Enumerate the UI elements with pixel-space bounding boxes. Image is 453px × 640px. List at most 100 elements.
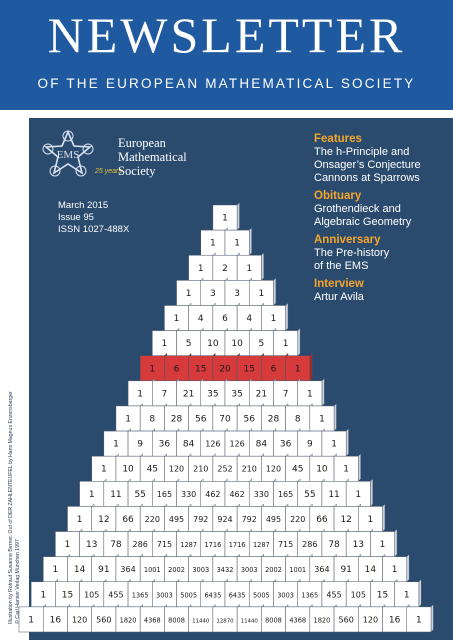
- pyramid-cube: 3003: [188, 553, 216, 583]
- pyramid-number: 66: [122, 515, 134, 525]
- pyramid-number: 792: [242, 515, 257, 524]
- pyramid-cube: 3: [200, 277, 228, 306]
- pyramid-number: 56: [195, 415, 207, 425]
- pyramid-cube: 5005: [248, 578, 277, 608]
- pyramid-cube: 1: [358, 503, 386, 533]
- pyramid-number: 1: [40, 590, 46, 600]
- pyramid-cube: 14: [67, 553, 95, 583]
- pyramid-number: 1820: [120, 616, 137, 624]
- pyramid-number: 1820: [314, 616, 331, 624]
- pyramid-number: 1: [28, 615, 34, 625]
- pyramid-cube: 560: [333, 603, 361, 633]
- pyramid-cube: 462: [200, 478, 228, 507]
- pyramid-cube: 45: [139, 453, 168, 482]
- pyramid-cube: 6435: [200, 578, 228, 608]
- pyramid-cube: 455: [103, 578, 131, 608]
- pyramid-number: 210: [242, 465, 257, 474]
- pyramid-number: 14: [74, 565, 86, 575]
- pyramid-cube: 4368: [139, 603, 168, 633]
- pyramid-number: 462: [229, 490, 244, 499]
- pyramid-number: 8: [295, 415, 301, 425]
- pyramid-cube: 28: [261, 403, 289, 432]
- pyramid-cube: 70: [212, 403, 240, 432]
- pyramid-cube: 6: [212, 302, 240, 332]
- pyramid-cube: 1: [345, 478, 374, 507]
- pyramid-cube: 13: [79, 528, 107, 558]
- pyramid-number: 35: [207, 389, 218, 399]
- pyramid-number: 3003: [192, 566, 209, 574]
- pyramid-number: 1: [295, 364, 301, 374]
- pyramid-number: 91: [98, 565, 109, 575]
- toc-section-interview: Interview Artur Avila: [314, 278, 448, 304]
- pyramid-cube: 165: [273, 478, 301, 507]
- pyramid-number: 15: [62, 590, 73, 600]
- pyramid-number: 1287: [180, 541, 197, 549]
- pyramid-cube: 28: [164, 403, 192, 432]
- pyramid-number: 9: [307, 440, 313, 450]
- pyramid-cube: 6435: [224, 578, 252, 608]
- pyramid-number: 10: [207, 339, 219, 349]
- pyramid-cube: 364: [309, 553, 337, 583]
- pyramid-cube: 3003: [236, 553, 264, 583]
- pyramid-number: 1: [234, 239, 240, 249]
- pyramid-number: 120: [266, 465, 281, 474]
- pyramid-cube: 1: [333, 453, 361, 482]
- pyramid-cube: 1287: [176, 528, 204, 558]
- pyramid-number: 5005: [253, 591, 270, 599]
- pyramid-number: 165: [278, 490, 293, 499]
- newsletter-title: NEWSLETTER: [47, 7, 406, 63]
- issue-number: Issue 95: [58, 212, 94, 223]
- issue-date: March 2015: [58, 200, 109, 211]
- pyramid-number: 10: [122, 465, 134, 475]
- pyramid-number: 15: [377, 590, 388, 600]
- pyramid-cube: 126: [200, 428, 228, 457]
- pyramid-number: 1001: [144, 566, 161, 574]
- pyramid-cube: 1: [370, 528, 398, 558]
- pyramid-cube: 210: [188, 453, 216, 482]
- pyramid-cube: 1: [236, 252, 264, 281]
- pyramid-number: 5005: [180, 591, 197, 599]
- pyramid-number: 120: [72, 615, 87, 624]
- pyramid-cube: 84: [248, 428, 277, 457]
- toc-item: Onsager’s Conjecture: [314, 159, 421, 171]
- toc-item: of the EMS: [314, 260, 369, 272]
- pyramid-cube: 1: [212, 202, 240, 231]
- pyramid-number: 1: [380, 540, 386, 550]
- pyramid-cube: 16: [42, 603, 71, 633]
- pyramid-number: 715: [278, 540, 293, 549]
- pyramid-number: 792: [193, 515, 208, 524]
- pyramid-cube: 8: [139, 403, 168, 432]
- pyramid-number: 252: [217, 465, 232, 474]
- pyramid-number: 16: [50, 615, 62, 625]
- issue-info: March 2015 Issue 95 ISSN 1027-488X: [58, 200, 129, 236]
- pyramid-cube: 8008: [261, 603, 289, 633]
- pyramid-cube: 21: [176, 377, 204, 407]
- pyramid-number: 2002: [265, 566, 282, 574]
- pyramid-number: 13: [86, 540, 97, 550]
- pyramid-number: 364: [120, 565, 135, 574]
- pyramid-cube: 126: [224, 428, 252, 457]
- pyramid-cube: 2002: [261, 553, 289, 583]
- ems-logo-icon: EMS: [38, 129, 98, 178]
- pyramid-number: 21: [183, 389, 194, 399]
- pyramid-number: 560: [96, 615, 111, 624]
- pyramid-number: 4: [246, 314, 252, 324]
- pyramid-cube: 1: [285, 352, 313, 382]
- pyramid-number: 126: [205, 440, 220, 449]
- pyramid-number: 12870: [216, 618, 234, 624]
- toc-heading: Anniversary: [314, 234, 381, 246]
- pyramid-cube: 792: [236, 503, 264, 533]
- toc-heading: Interview: [314, 278, 364, 290]
- pyramid-number: 4: [198, 314, 204, 324]
- pyramid-cube: 8: [285, 403, 313, 432]
- pyramid-cube: 1: [406, 603, 434, 633]
- pyramid-cube: 2002: [164, 553, 192, 583]
- pyramid-cube: 286: [297, 528, 325, 558]
- pyramid-number: 16: [389, 615, 401, 625]
- pyramid-cube: 210: [236, 453, 264, 482]
- pyramid-number: 165: [157, 490, 172, 499]
- pyramid-cube: 4368: [285, 603, 313, 633]
- pyramid-number: 5: [186, 339, 192, 349]
- pyramid-number: 3: [210, 289, 216, 299]
- pyramid-cube: 16: [382, 603, 410, 633]
